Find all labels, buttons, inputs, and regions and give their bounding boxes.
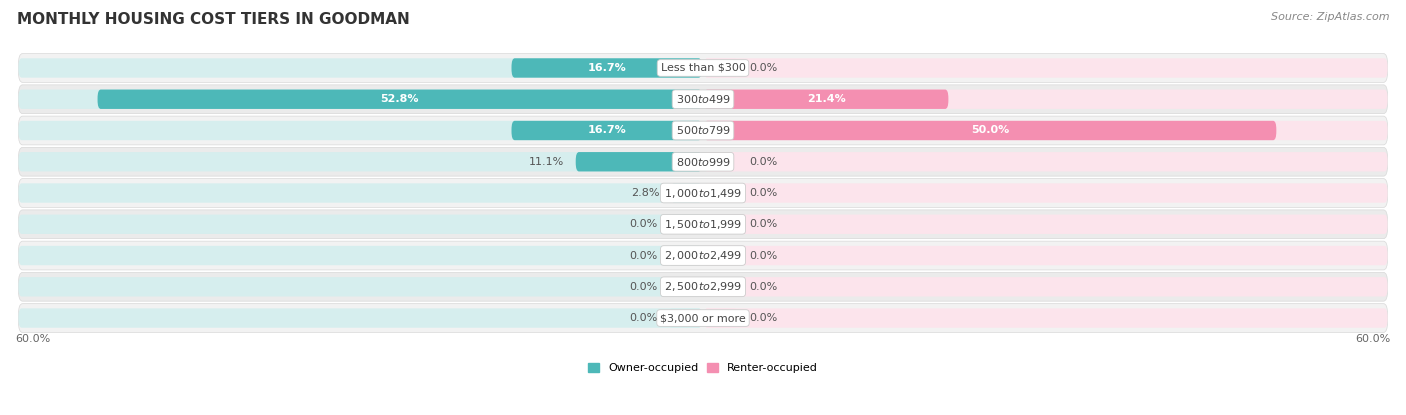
Text: Source: ZipAtlas.com: Source: ZipAtlas.com bbox=[1271, 12, 1389, 22]
FancyBboxPatch shape bbox=[704, 121, 1277, 140]
Text: 16.7%: 16.7% bbox=[588, 125, 626, 135]
FancyBboxPatch shape bbox=[18, 178, 1388, 208]
Text: 2.8%: 2.8% bbox=[631, 188, 659, 198]
FancyBboxPatch shape bbox=[18, 183, 702, 203]
Text: $1,000 to $1,499: $1,000 to $1,499 bbox=[664, 186, 742, 200]
FancyBboxPatch shape bbox=[671, 183, 702, 203]
Text: $3,000 or more: $3,000 or more bbox=[661, 313, 745, 323]
FancyBboxPatch shape bbox=[704, 90, 1388, 109]
FancyBboxPatch shape bbox=[704, 90, 949, 109]
Text: 0.0%: 0.0% bbox=[749, 157, 778, 167]
Text: 52.8%: 52.8% bbox=[381, 94, 419, 104]
FancyBboxPatch shape bbox=[18, 152, 702, 171]
Text: Less than $300: Less than $300 bbox=[661, 63, 745, 73]
FancyBboxPatch shape bbox=[18, 272, 1388, 301]
FancyBboxPatch shape bbox=[512, 121, 702, 140]
Text: 0.0%: 0.0% bbox=[628, 251, 657, 261]
FancyBboxPatch shape bbox=[704, 215, 1388, 234]
FancyBboxPatch shape bbox=[704, 58, 1388, 78]
Text: MONTHLY HOUSING COST TIERS IN GOODMAN: MONTHLY HOUSING COST TIERS IN GOODMAN bbox=[17, 12, 409, 27]
Text: 0.0%: 0.0% bbox=[749, 251, 778, 261]
FancyBboxPatch shape bbox=[704, 308, 737, 328]
FancyBboxPatch shape bbox=[18, 304, 1388, 332]
Text: $800 to $999: $800 to $999 bbox=[675, 156, 731, 168]
FancyBboxPatch shape bbox=[704, 277, 1388, 296]
Text: $2,500 to $2,999: $2,500 to $2,999 bbox=[664, 280, 742, 293]
FancyBboxPatch shape bbox=[704, 152, 1388, 171]
FancyBboxPatch shape bbox=[704, 58, 737, 78]
Text: 50.0%: 50.0% bbox=[972, 125, 1010, 135]
FancyBboxPatch shape bbox=[704, 246, 737, 265]
FancyBboxPatch shape bbox=[18, 85, 1388, 114]
FancyBboxPatch shape bbox=[704, 183, 1388, 203]
FancyBboxPatch shape bbox=[18, 246, 702, 265]
Text: $2,000 to $2,499: $2,000 to $2,499 bbox=[664, 249, 742, 262]
FancyBboxPatch shape bbox=[512, 58, 702, 78]
FancyBboxPatch shape bbox=[18, 308, 702, 328]
Text: $1,500 to $1,999: $1,500 to $1,999 bbox=[664, 218, 742, 231]
FancyBboxPatch shape bbox=[18, 54, 1388, 82]
Text: 0.0%: 0.0% bbox=[749, 188, 778, 198]
Text: 0.0%: 0.0% bbox=[749, 219, 778, 229]
Text: 0.0%: 0.0% bbox=[749, 63, 778, 73]
FancyBboxPatch shape bbox=[18, 116, 1388, 145]
Text: 16.7%: 16.7% bbox=[588, 63, 626, 73]
FancyBboxPatch shape bbox=[18, 90, 702, 109]
Text: $500 to $799: $500 to $799 bbox=[675, 124, 731, 137]
FancyBboxPatch shape bbox=[97, 90, 702, 109]
FancyBboxPatch shape bbox=[18, 147, 1388, 176]
FancyBboxPatch shape bbox=[669, 246, 702, 265]
FancyBboxPatch shape bbox=[575, 152, 702, 171]
FancyBboxPatch shape bbox=[18, 241, 1388, 270]
Text: $300 to $499: $300 to $499 bbox=[675, 93, 731, 105]
Legend: Owner-occupied, Renter-occupied: Owner-occupied, Renter-occupied bbox=[588, 363, 818, 373]
FancyBboxPatch shape bbox=[704, 246, 1388, 265]
FancyBboxPatch shape bbox=[18, 121, 702, 140]
FancyBboxPatch shape bbox=[669, 308, 702, 328]
Text: 0.0%: 0.0% bbox=[628, 313, 657, 323]
FancyBboxPatch shape bbox=[704, 152, 737, 171]
FancyBboxPatch shape bbox=[704, 277, 737, 296]
FancyBboxPatch shape bbox=[669, 277, 702, 296]
Text: 0.0%: 0.0% bbox=[628, 282, 657, 292]
Text: 0.0%: 0.0% bbox=[628, 219, 657, 229]
FancyBboxPatch shape bbox=[669, 215, 702, 234]
FancyBboxPatch shape bbox=[18, 215, 702, 234]
FancyBboxPatch shape bbox=[704, 183, 737, 203]
FancyBboxPatch shape bbox=[704, 308, 1388, 328]
FancyBboxPatch shape bbox=[18, 210, 1388, 239]
Text: 60.0%: 60.0% bbox=[1355, 334, 1391, 344]
Text: 0.0%: 0.0% bbox=[749, 313, 778, 323]
Text: 60.0%: 60.0% bbox=[15, 334, 51, 344]
FancyBboxPatch shape bbox=[18, 58, 702, 78]
FancyBboxPatch shape bbox=[704, 121, 1388, 140]
FancyBboxPatch shape bbox=[704, 215, 737, 234]
Text: 11.1%: 11.1% bbox=[529, 157, 564, 167]
FancyBboxPatch shape bbox=[18, 277, 702, 296]
Text: 21.4%: 21.4% bbox=[807, 94, 845, 104]
Text: 0.0%: 0.0% bbox=[749, 282, 778, 292]
